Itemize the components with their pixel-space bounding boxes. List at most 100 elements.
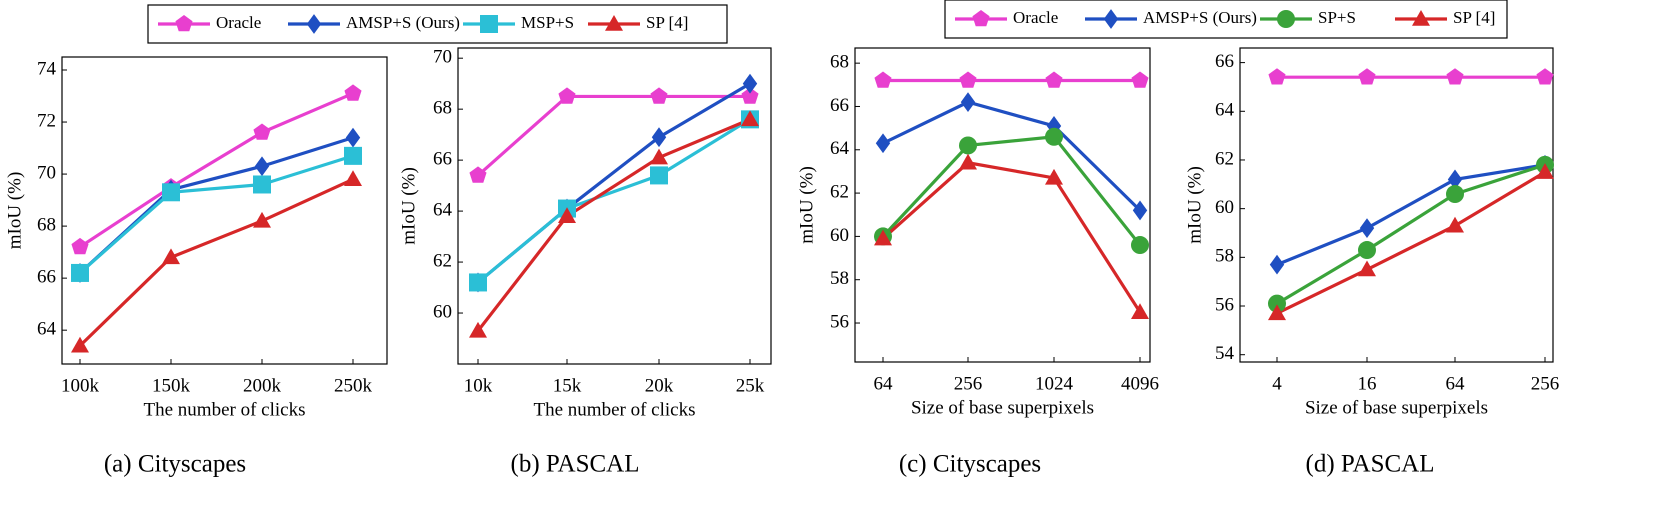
marker [71,263,89,282]
marker [253,211,271,228]
marker [1446,68,1464,85]
x-tick-label: 4 [1272,373,1282,394]
x-tick-label: 16 [1358,373,1377,394]
marker [1045,168,1063,185]
marker [1446,216,1464,233]
caption: (d) PASCAL [1306,451,1435,478]
marker [345,127,361,148]
y-axis-title: mIoU (%) [1184,166,1205,244]
x-tick-label: 1024 [1035,373,1074,394]
y-tick-label: 64 [1215,100,1235,121]
caption: (a) Cityscapes [104,451,246,478]
marker [162,183,180,202]
y-tick-label: 64 [433,199,453,220]
series-line [1276,170,1546,315]
marker [1269,254,1285,275]
marker [1131,303,1149,319]
marker [1268,294,1286,313]
marker [960,92,976,113]
y-tick-label: 62 [830,181,849,202]
y-tick-label: 72 [37,110,56,131]
marker [742,73,758,94]
y-tick-label: 56 [830,311,849,332]
marker [1103,9,1119,29]
marker [162,248,180,265]
marker [344,146,362,165]
marker [469,166,487,183]
marker [558,207,576,223]
x-tick-label: 200k [243,375,282,396]
y-tick-label: 66 [830,95,849,116]
y-tick-label: 68 [37,214,56,235]
x-tick-label: 25k [736,375,765,396]
marker [874,71,892,88]
marker [558,87,576,104]
series-line [79,91,354,249]
x-axis-title: The number of clicks [144,399,306,420]
legend-label: Oracle [216,13,261,32]
marker [1132,200,1148,221]
marker [480,15,498,33]
x-tick-label: 250k [334,375,373,396]
marker [469,321,487,338]
marker [1268,68,1286,85]
marker [306,14,322,34]
y-tick-label: 56 [1215,294,1234,315]
plot-frame [854,47,1151,363]
x-tick-label: 64 [874,373,894,394]
y-axis-title: mIoU (%) [4,172,25,250]
y-tick-label: 58 [830,268,849,289]
y-tick-label: 68 [830,52,849,73]
marker [741,87,759,104]
marker [469,273,487,292]
marker [959,153,977,170]
y-axis-title: mIoU (%) [398,167,419,245]
marker [344,84,362,101]
marker [1131,71,1149,88]
legend-label: SP [4] [646,13,688,32]
marker [1277,10,1295,28]
y-tick-label: 74 [37,58,57,79]
plot-frame [61,56,388,365]
marker [253,123,271,140]
x-tick-label: 100k [61,375,100,396]
marker [71,237,89,255]
marker [1412,10,1430,26]
y-tick-label: 66 [433,148,452,169]
marker [175,15,193,32]
marker [1045,71,1063,88]
x-tick-label: 10k [464,375,493,396]
x-tick-label: 256 [954,373,983,394]
marker [254,156,270,177]
legend-label: AMSP+S (Ours) [1143,8,1257,27]
y-tick-label: 58 [1215,246,1234,267]
marker [1358,68,1376,85]
marker [959,71,977,88]
marker [875,133,891,154]
y-axis-title: mIoU (%) [796,166,817,244]
series-line [78,154,354,275]
series-line [881,135,1142,247]
y-tick-label: 66 [37,267,56,288]
marker [1359,218,1375,239]
marker [1358,260,1376,277]
marker [1131,236,1149,255]
plot-frame [457,47,772,365]
marker [741,110,759,127]
legend-label: Oracle [1013,8,1058,27]
marker [1268,304,1286,321]
series-line [476,94,750,177]
marker [253,175,271,194]
y-tick-label: 68 [433,98,452,119]
legend-label: SP+S [1318,8,1356,27]
series-line [1276,163,1546,305]
plot-frame [1239,47,1554,363]
x-axis-title: Size of base superpixels [911,397,1094,418]
x-tick-label: 64 [1446,373,1466,394]
y-tick-label: 70 [37,162,56,183]
marker [1446,185,1464,204]
marker [650,87,668,104]
x-tick-label: 256 [1531,373,1560,394]
marker [874,229,892,246]
series-line [476,82,751,284]
